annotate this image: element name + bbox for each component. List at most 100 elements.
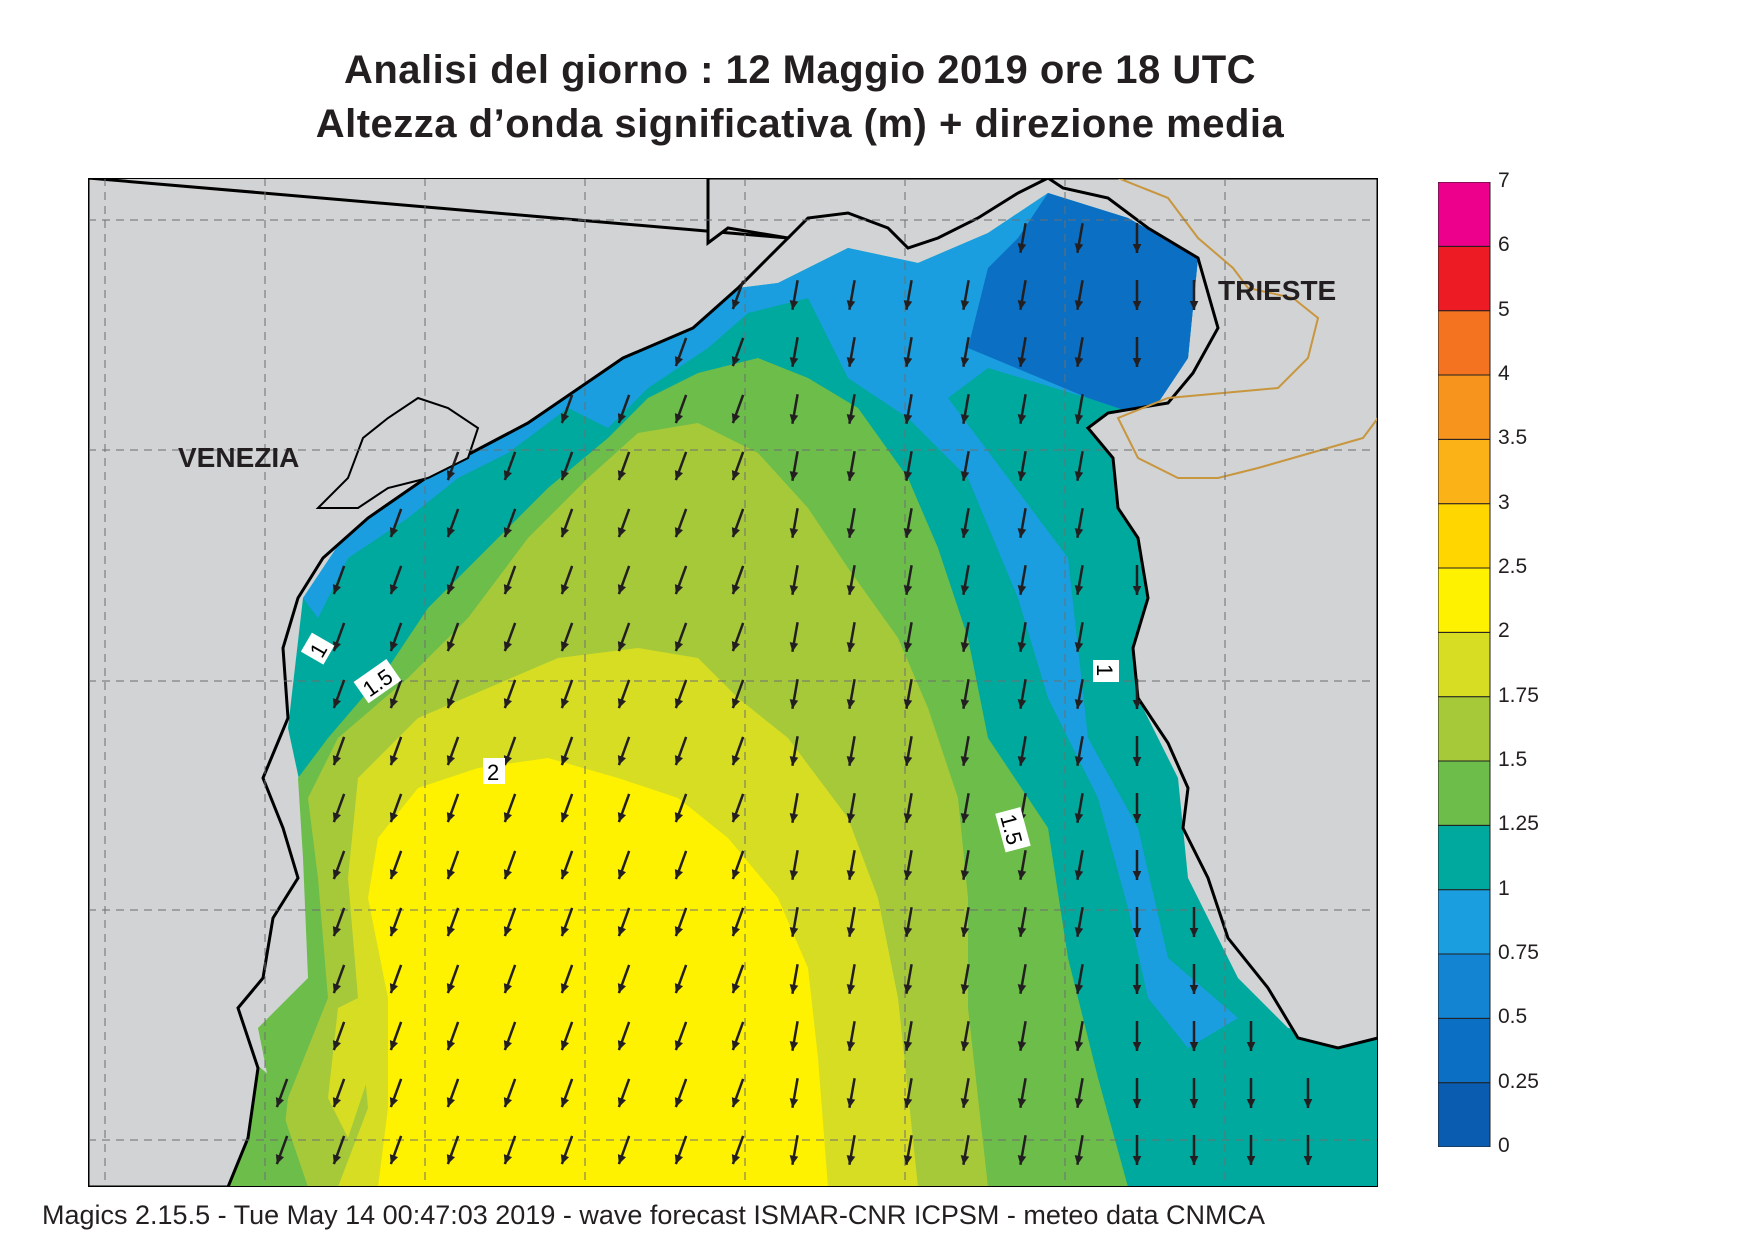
graticule <box>88 178 1378 1187</box>
wave-arrow-head <box>446 698 456 709</box>
wave-arrow-head <box>1132 927 1142 937</box>
wave-arrow-head <box>789 813 799 823</box>
wave-arrow-head <box>674 983 684 994</box>
colorbar-swatch <box>1438 1017 1491 1084</box>
wave-arrow-head <box>1132 1041 1142 1051</box>
wave-arrow-head <box>789 1041 799 1051</box>
wave-arrow-head <box>731 527 741 538</box>
wave-arrow-head <box>332 698 342 709</box>
svg-text:2: 2 <box>487 760 499 785</box>
wave-arrow-head <box>617 755 627 766</box>
wave-arrow-head <box>789 927 799 937</box>
wave-arrow-head <box>446 641 456 652</box>
wave-direction-arrows <box>275 223 1313 1165</box>
wave-arrow-head <box>731 869 741 880</box>
wave-arrow-head <box>960 471 970 481</box>
wave-arrow-head <box>1246 1041 1256 1051</box>
wave-arrow-head <box>1074 699 1084 709</box>
wave-arrow-head <box>1074 642 1084 652</box>
wave-arrow-head <box>503 1040 513 1051</box>
wave-arrow-head <box>332 983 342 994</box>
wave-arrow-head <box>560 1040 570 1051</box>
wave-arrow-head <box>1189 1041 1199 1051</box>
land-istria <box>1045 178 1378 1050</box>
wave-arrow-head <box>789 300 799 310</box>
wave-arrow-head <box>960 1155 970 1165</box>
wave-arrow-head <box>960 414 970 424</box>
wave-arrow-head <box>846 414 856 424</box>
wave-arrow-head <box>617 1097 627 1108</box>
city-label-trieste: TRIESTE <box>1218 275 1336 306</box>
wave-arrow-head <box>332 641 342 652</box>
wave-arrow-head <box>1017 585 1027 595</box>
wave-arrow-head <box>446 1154 456 1165</box>
wave-arrow-head <box>789 1155 799 1165</box>
wave-height-map: VENEZIA TRIESTE 1 1.5 2 1.5 1 <box>88 178 1378 1187</box>
wave-arrow-head <box>674 527 684 538</box>
wave-arrow-head <box>846 528 856 538</box>
wave-arrow-head <box>389 641 399 652</box>
wave-arrow-head <box>1132 585 1142 595</box>
wave-arrow-head <box>1074 300 1084 310</box>
wave-arrow-head <box>674 1097 684 1108</box>
wave-arrow-head <box>903 414 913 424</box>
wave-arrow-head <box>960 585 970 595</box>
wave-arrow-head <box>903 927 913 937</box>
wave-arrow-head <box>1074 414 1084 424</box>
wave-arrow-head <box>846 756 856 766</box>
contour-label-1-east: 1 <box>1092 660 1119 682</box>
wave-arrow-head <box>1074 984 1084 994</box>
wave-arrow-head <box>1074 1041 1084 1051</box>
wave-arrow-head <box>903 528 913 538</box>
wave-arrow-head <box>617 698 627 709</box>
wave-arrow-head <box>332 584 342 595</box>
colorbar-swatch <box>1438 824 1491 891</box>
wave-arrow-head <box>846 984 856 994</box>
wave-arrow-head <box>560 869 570 880</box>
wave-arrow-head <box>903 813 913 823</box>
colorbar-tick-label: 7 <box>1498 169 1510 192</box>
wave-arrow-head <box>1017 471 1027 481</box>
wave-arrow-head <box>446 1097 456 1108</box>
wave-arrow-head <box>1017 300 1027 310</box>
wave-arrow-head <box>1189 1155 1199 1165</box>
wave-arrow-head <box>503 1097 513 1108</box>
wave-arrow-head <box>446 755 456 766</box>
wave-arrow-head <box>560 641 570 652</box>
wave-arrow-head <box>846 471 856 481</box>
wave-arrow-head <box>903 642 913 652</box>
wave-arrow-head <box>846 642 856 652</box>
wave-arrow-head <box>674 698 684 709</box>
wave-arrow-head <box>1017 1155 1027 1165</box>
contour-0.5-0.75 <box>968 193 1198 418</box>
wave-arrow-head <box>731 1040 741 1051</box>
wave-arrow-head <box>903 756 913 766</box>
contour-label-1.5-east: 1.5 <box>995 807 1031 853</box>
wave-arrow-head <box>731 755 741 766</box>
wave-arrow-head <box>903 984 913 994</box>
wave-arrow-head <box>1132 243 1142 253</box>
wave-arrow-head <box>1132 357 1142 367</box>
wave-arrow-head <box>617 926 627 937</box>
wave-arrow-head <box>674 641 684 652</box>
wave-arrow-head <box>903 357 913 367</box>
wave-arrow-head <box>617 812 627 823</box>
colorbar-tick-label: 1.75 <box>1498 683 1539 707</box>
wave-arrow-head <box>446 470 456 481</box>
wave-arrow-head <box>731 641 741 652</box>
wave-arrow-head <box>674 755 684 766</box>
wave-arrow-head <box>789 699 799 709</box>
colorbar-tick-label: 3.5 <box>1498 426 1528 450</box>
wave-arrow-head <box>1189 927 1199 937</box>
colorbar-swatch <box>1438 310 1491 376</box>
wave-arrow-head <box>1132 756 1142 766</box>
wave-arrow-head <box>389 926 399 937</box>
wave-arrow-head <box>731 470 741 481</box>
wave-arrow-head <box>731 812 741 823</box>
wave-arrow-head <box>617 413 627 424</box>
wave-arrow-head <box>1017 699 1027 709</box>
wave-arrow-head <box>1189 1098 1199 1108</box>
wave-arrow-head <box>389 1097 399 1108</box>
wave-arrow-head <box>446 812 456 823</box>
wave-arrow-head <box>674 413 684 424</box>
